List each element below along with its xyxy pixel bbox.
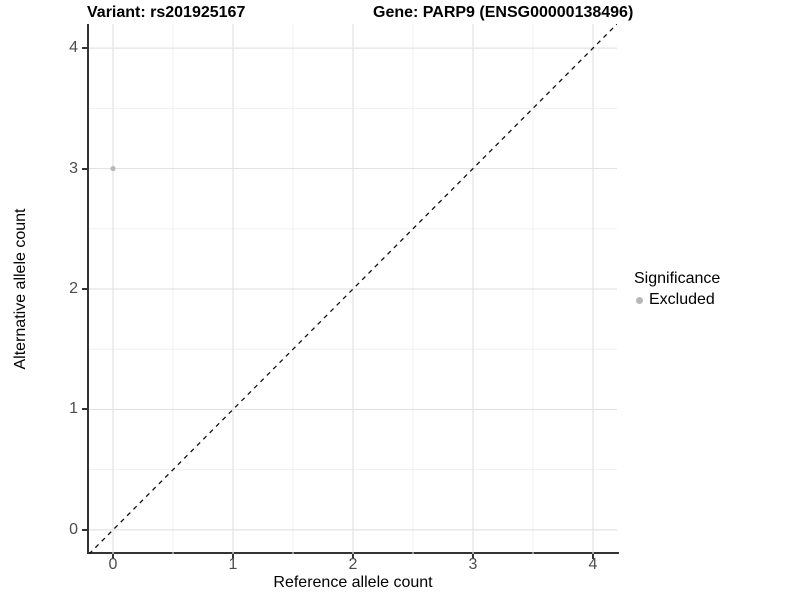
- excluded-point-icon: [636, 296, 643, 304]
- y-axis-title: Alternative allele count: [12, 208, 29, 370]
- legend-item-excluded: Excluded: [634, 290, 720, 310]
- x-tick-label: 4: [588, 556, 598, 573]
- x-tick-mark: [112, 554, 114, 559]
- x-tick-label: 3: [468, 556, 478, 573]
- y-axis-line: [87, 24, 89, 554]
- legend-title: Significance: [634, 270, 721, 287]
- x-tick-label: 2: [348, 556, 358, 573]
- x-tick-label: 0: [108, 556, 118, 573]
- y-tick-mark: [82, 528, 87, 531]
- y-axis-tick-labels: 0 1 2 3 4: [0, 24, 78, 554]
- identity-line: [89, 24, 617, 554]
- y-tick-label: 1: [69, 400, 78, 418]
- plot-title-variant: Variant: rs201925167: [87, 4, 246, 21]
- y-tick-label: 4: [69, 39, 78, 57]
- x-tick-mark: [472, 554, 474, 559]
- plot-canvas: [89, 24, 617, 554]
- y-tick-mark: [82, 288, 87, 290]
- y-tick-label: 0: [69, 520, 78, 538]
- y-tick-label: 3: [69, 159, 78, 177]
- y-tick-label: 2: [69, 280, 78, 297]
- plot-title-gene: Gene: PARP9 (ENSG00000138496): [373, 4, 634, 21]
- x-tick-mark: [232, 554, 234, 559]
- y-tick-mark: [82, 47, 87, 50]
- legend-item-label: Excluded: [649, 291, 715, 308]
- x-tick-mark: [352, 554, 354, 559]
- x-axis-title: Reference allele count: [273, 574, 433, 591]
- x-tick-label: 1: [228, 556, 238, 573]
- y-tick-mark: [82, 408, 87, 411]
- plot-panel: [89, 24, 617, 554]
- legend: Significance Excluded: [634, 269, 720, 310]
- data-point: [110, 165, 116, 172]
- y-tick-mark: [82, 167, 87, 170]
- x-tick-mark: [592, 554, 594, 559]
